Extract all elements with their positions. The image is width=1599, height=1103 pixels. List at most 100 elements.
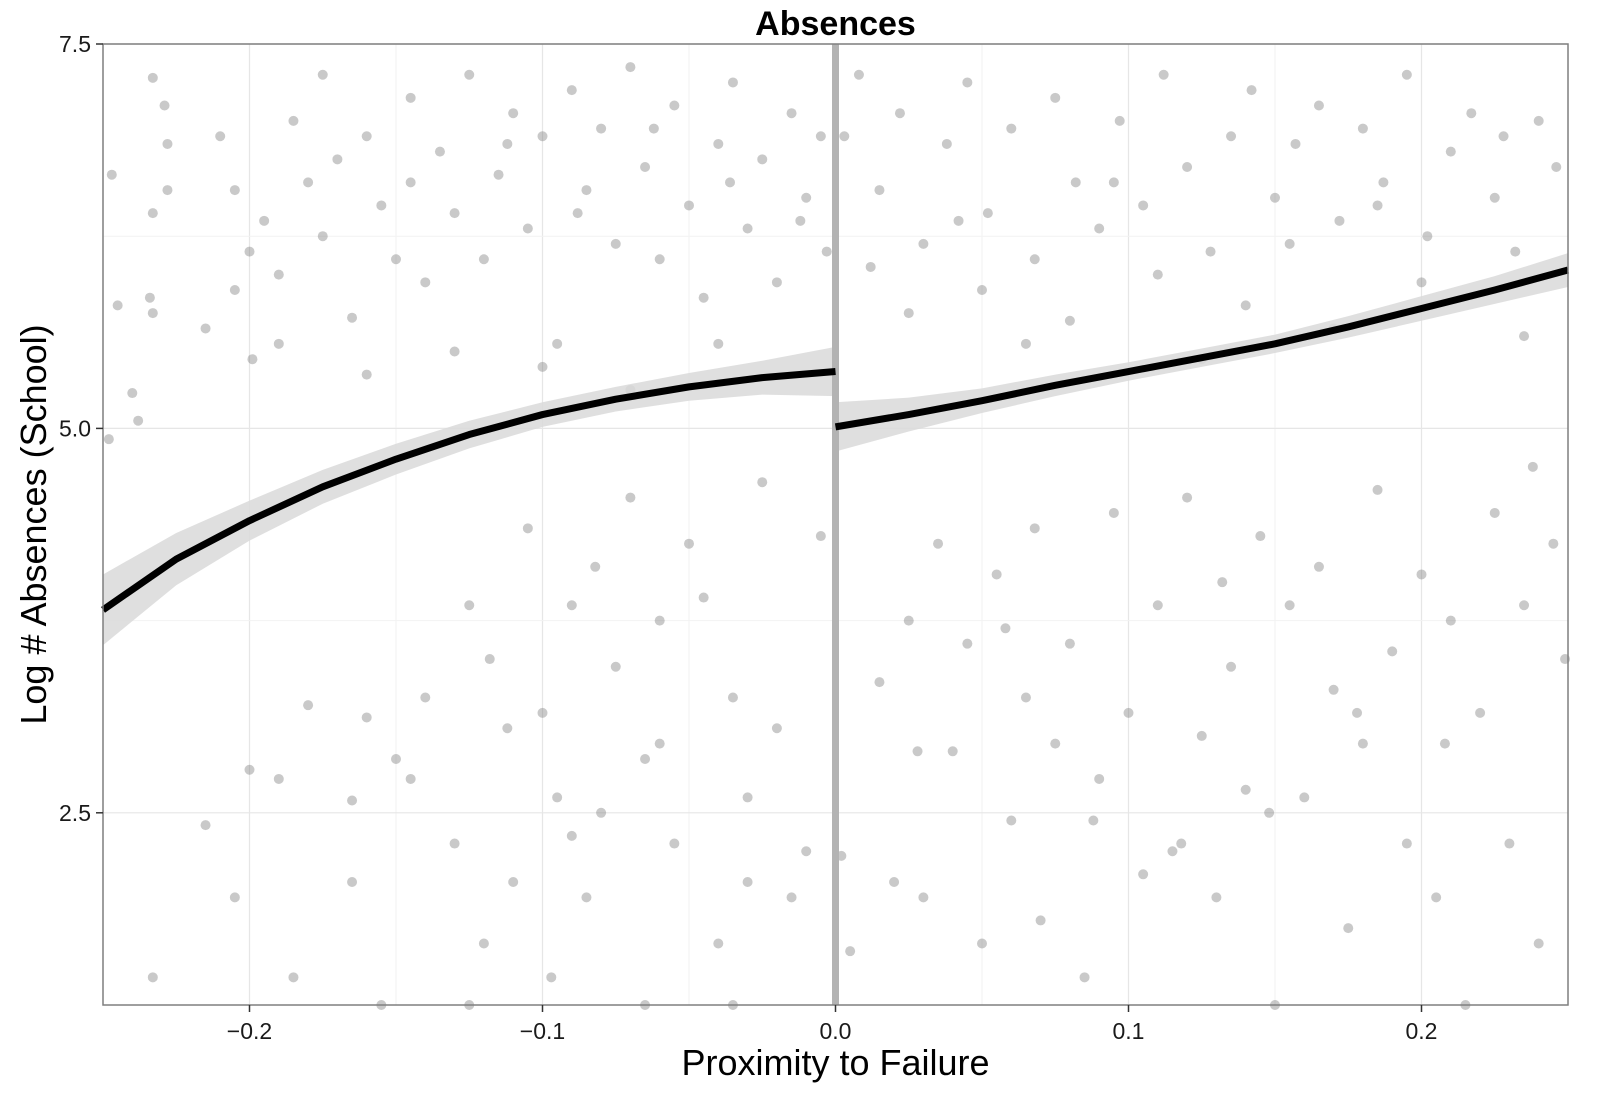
y-tick-label: 7.5 [59,31,91,57]
data-point [566,830,577,841]
data-point [757,154,768,165]
data-point [713,938,724,949]
fit-left-line [101,368,836,613]
data-point [1313,561,1324,572]
data-point [537,707,548,718]
data-point [874,185,885,196]
data-point [1176,838,1187,849]
data-point [1226,131,1237,142]
data-point [1167,846,1178,857]
data-point [508,108,519,119]
data-point [1240,300,1251,311]
data-point [1328,684,1339,695]
data-point [1029,523,1040,534]
y-axis: 2.5 5.0 7.5 [59,31,103,826]
data-point [1264,807,1275,818]
data-point [552,792,563,803]
data-point [918,892,929,903]
data-point [405,177,416,188]
data-point [1533,115,1544,126]
data-point [229,185,240,196]
data-point [1401,69,1412,80]
data-point [1182,492,1193,503]
data-point [502,138,513,149]
data-point [654,738,665,749]
data-point [484,654,495,665]
data-point [449,208,460,219]
data-point [112,300,123,311]
data-point [801,846,812,857]
data-point [147,972,158,983]
data-point [1378,177,1389,188]
data-point [640,162,651,173]
data-point [1020,692,1031,703]
data-point [1217,577,1228,588]
data-point [1372,200,1383,211]
x-tick-label: −0.1 [520,1018,565,1044]
data-point [786,892,797,903]
data-point [1498,131,1509,142]
data-point [1158,69,1169,80]
data-point [894,108,905,119]
data-point [1270,192,1280,203]
data-point [361,131,372,142]
data-point [590,561,601,572]
data-point [493,169,504,180]
data-point [162,185,173,196]
data-point [654,615,665,626]
data-point [572,208,583,219]
scatter-points [103,62,1571,1010]
data-point [1211,892,1222,903]
data-point [303,700,314,711]
data-point [273,338,284,349]
data-point [640,753,651,764]
data-point [478,254,489,265]
data-point [1416,277,1427,288]
data-point [1489,507,1500,518]
data-point [464,69,475,80]
data-point [874,677,885,688]
data-point [317,231,328,242]
data-point [654,254,665,265]
data-point [522,223,533,234]
data-point [625,492,636,503]
data-point [546,972,557,983]
data-point [1343,923,1354,934]
x-axis-title: Proximity to Failure [681,1042,989,1083]
data-point [405,92,416,103]
data-point [1387,646,1398,657]
data-point [1240,784,1251,795]
data-point [273,773,284,784]
data-point [713,138,724,149]
data-point [273,269,284,280]
data-point [229,892,240,903]
data-point [1299,792,1310,803]
data-point [1006,123,1017,134]
data-point [332,154,343,165]
data-point [1138,200,1149,211]
data-point [1138,869,1149,880]
data-point [625,62,636,73]
data-point [684,538,694,549]
data-point [200,323,211,334]
data-point [727,77,738,88]
data-point [953,215,964,226]
data-point [1205,246,1216,257]
data-point [391,254,401,265]
data-point [1527,461,1538,472]
data-point [1070,177,1081,188]
data-point [1519,331,1530,342]
data-point [962,638,973,649]
data-point [522,523,533,534]
y-tick-label: 5.0 [59,415,91,441]
data-point [1445,615,1456,626]
data-point [596,123,607,134]
data-point [229,285,240,296]
data-point [1226,661,1237,672]
data-point [801,192,812,203]
data-point [903,308,914,319]
data-point [865,261,876,272]
data-point [552,338,563,349]
data-point [1334,215,1345,226]
data-point [288,972,299,983]
